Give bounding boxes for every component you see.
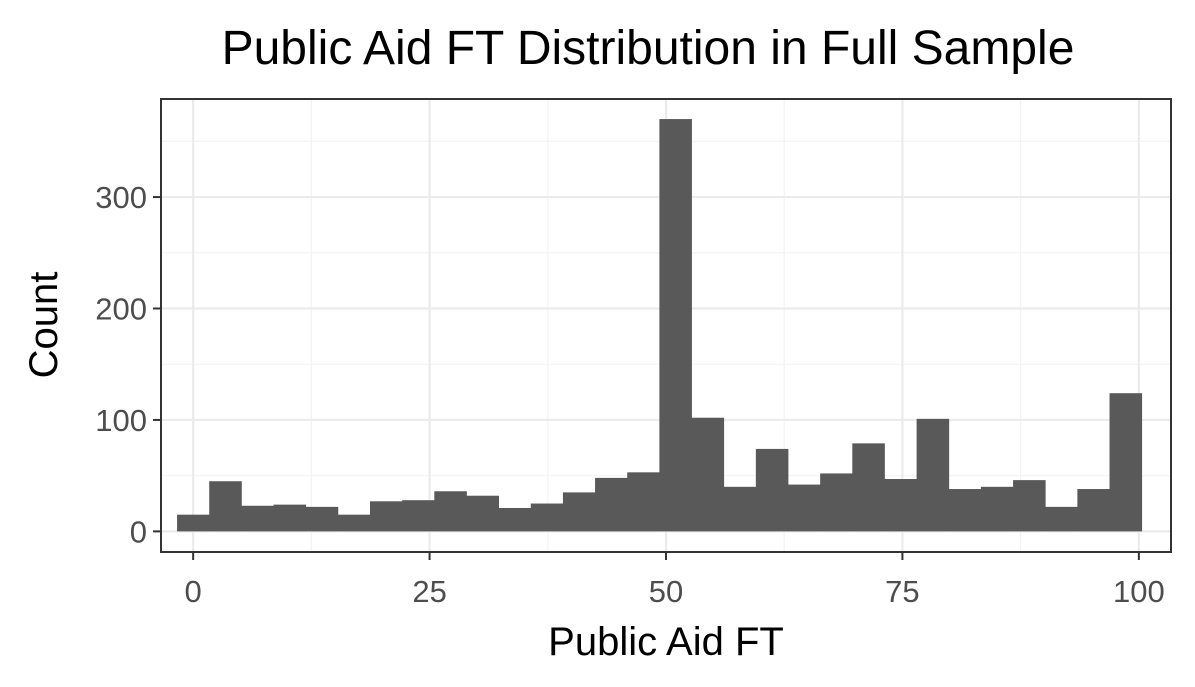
y-axis-title: Count xyxy=(22,272,66,379)
chart-title: Public Aid FT Distribution in Full Sampl… xyxy=(222,22,1075,75)
y-tick-label: 100 xyxy=(95,403,147,438)
x-tick-label: 25 xyxy=(412,574,446,609)
histogram-bar xyxy=(980,486,1014,532)
histogram-bar xyxy=(723,486,757,532)
histogram-bar xyxy=(466,495,500,532)
histogram-bar xyxy=(273,504,307,532)
histogram-bar xyxy=(305,506,339,532)
histogram-bar xyxy=(820,473,853,532)
histogram-bar xyxy=(852,443,885,532)
histogram-bar xyxy=(884,479,918,532)
y-tick-label: 200 xyxy=(95,292,147,327)
y-axis: 0 100 200 300 xyxy=(95,180,161,549)
histogram-bar xyxy=(1013,480,1046,532)
histogram-bar xyxy=(691,417,725,532)
x-tick-label: 50 xyxy=(649,574,683,609)
histogram-bar xyxy=(337,514,371,532)
histogram-bar xyxy=(177,514,210,532)
y-tick-label: 300 xyxy=(95,180,147,215)
x-axis: 0 25 50 75 100 xyxy=(185,552,1165,609)
histogram-bar xyxy=(498,507,532,532)
histogram-bar xyxy=(1077,489,1110,532)
histogram-bar xyxy=(402,500,435,532)
histogram-bar xyxy=(627,472,660,532)
histogram-bar xyxy=(1045,506,1078,532)
histogram-bar xyxy=(659,119,692,532)
x-tick-label: 75 xyxy=(885,574,919,609)
histogram-bar xyxy=(916,418,950,532)
histogram-bar xyxy=(369,501,403,532)
x-axis-title: Public Aid FT xyxy=(548,620,784,664)
histogram-bar xyxy=(434,491,467,532)
histogram-bar xyxy=(755,448,789,532)
histogram-bar xyxy=(948,489,982,532)
y-tick-label: 0 xyxy=(130,514,147,549)
histogram-bar xyxy=(1109,393,1143,532)
x-tick-label: 0 xyxy=(185,574,202,609)
histogram-bar xyxy=(209,481,242,532)
histogram-bar xyxy=(241,505,274,532)
histogram-bar xyxy=(530,503,564,532)
bars xyxy=(177,119,1143,532)
histogram-bar xyxy=(562,492,596,532)
x-tick-label: 100 xyxy=(1113,574,1165,609)
histogram-bar xyxy=(595,477,628,532)
histogram-bar xyxy=(787,484,821,532)
